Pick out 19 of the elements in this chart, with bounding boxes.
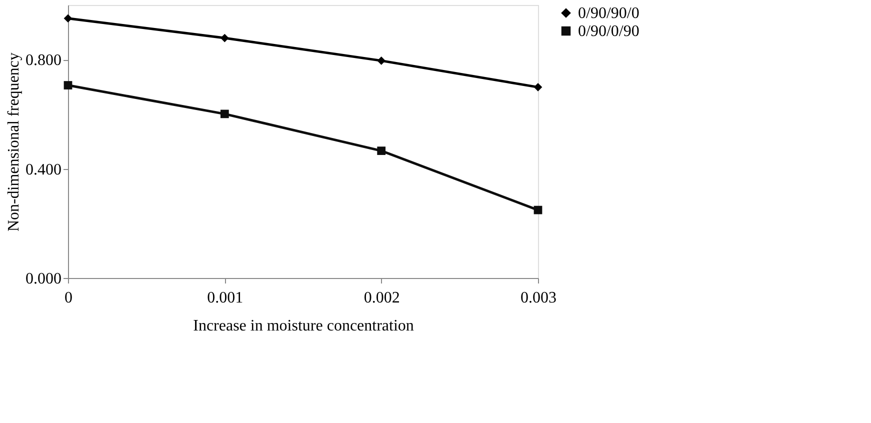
y-tick-label: 0.000	[26, 270, 62, 288]
x-tick-label: 0	[64, 290, 72, 306]
legend-label: 0/90/0/90	[578, 23, 640, 40]
x-tick-label: 0.001	[207, 290, 244, 306]
x-tick-label: 0.003	[520, 290, 556, 306]
point	[534, 82, 542, 92]
y-axis-title: Non-dimensional frequency	[6, 52, 22, 232]
point	[64, 14, 72, 23]
x-axis-title: Increase in moisture concentration	[193, 318, 414, 334]
y-tick-label: 0.800	[26, 52, 62, 70]
point	[534, 206, 542, 214]
point	[377, 56, 386, 65]
point	[64, 81, 72, 90]
point	[377, 146, 386, 155]
x-tick-label: 0.002	[364, 290, 400, 306]
legend-label: 0/90/90/0	[578, 5, 640, 22]
point	[220, 34, 229, 42]
y-tick-label: 0.400	[26, 161, 62, 178]
point	[220, 110, 229, 118]
